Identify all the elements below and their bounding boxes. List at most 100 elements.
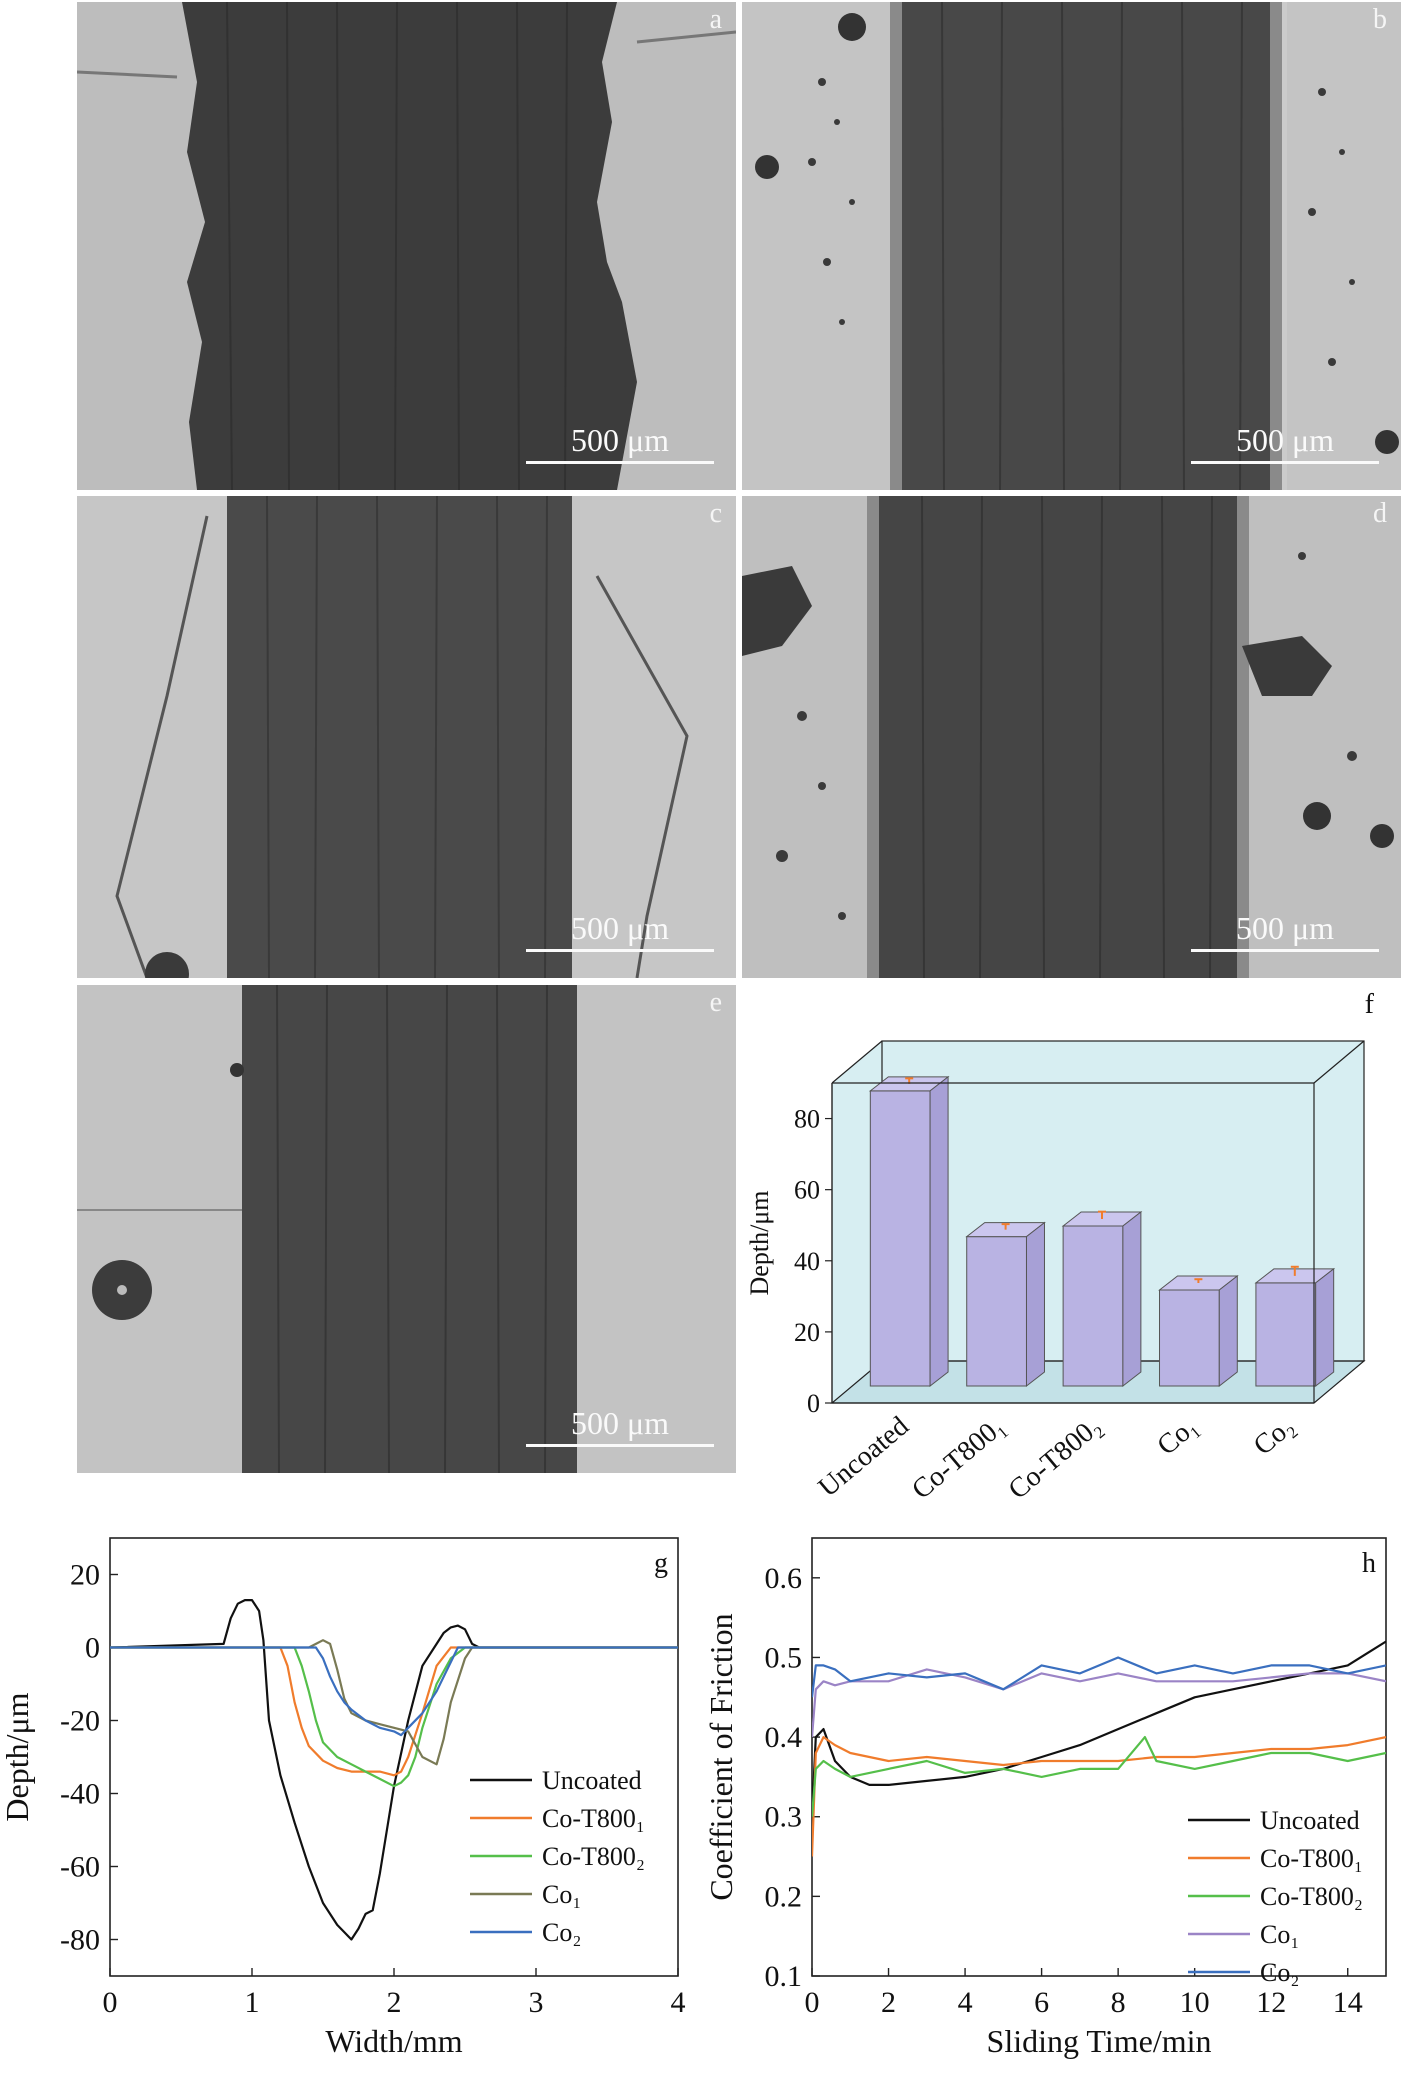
legend-label-3: Co₁ <box>1260 1920 1299 1949</box>
bar-0 <box>868 1075 950 1388</box>
scale-bar-line <box>1191 461 1379 464</box>
x-tick-label: 14 <box>1333 1986 1363 2019</box>
panel-letter: d <box>1373 498 1387 529</box>
x-axis-title: Width/mm <box>325 2023 462 2059</box>
y-tick-label: 0 <box>807 1389 820 1418</box>
bar-side <box>929 1075 949 1388</box>
bar-face <box>869 1090 931 1387</box>
legend-label-1: Co-T800₁ <box>1260 1844 1363 1873</box>
x-tick-label: 2 <box>881 1986 896 2019</box>
y-tick-label: 20 <box>794 1318 820 1347</box>
x-tick-label: 12 <box>1256 1986 1286 2019</box>
bar-side <box>1122 1210 1142 1388</box>
panel-letter: e <box>709 987 722 1018</box>
y-tick-label: 20 <box>70 1559 100 1592</box>
y-axis-title: Depth/μm <box>0 1692 35 1821</box>
bar-face <box>1159 1289 1220 1387</box>
y-tick-label: 0.6 <box>765 1562 803 1595</box>
y-tick-label: -20 <box>60 1705 100 1738</box>
panel-letter: b <box>1373 4 1387 35</box>
y-axis-title: Depth/μm <box>745 1191 774 1296</box>
y-tick-label: 0 <box>85 1632 100 1665</box>
legend-label-2: Co-T800₂ <box>1260 1882 1363 1911</box>
scale-bar-line <box>526 461 714 464</box>
micrograph-d: d 500 μm <box>742 496 1401 978</box>
scale-bar-label: 500 μm <box>1235 910 1335 946</box>
x-tick-label: 8 <box>1111 1986 1126 2019</box>
plot-frame <box>109 1537 679 1977</box>
y-axis-title: Coefficient of Friction <box>708 1613 739 1900</box>
y-tick-label: -80 <box>60 1924 100 1957</box>
y-tick-label: -60 <box>60 1851 100 1884</box>
bar-1 <box>965 1221 1046 1388</box>
depth-profile-chart: 0 1 2 3 4 20 0 -20 -40 -60 -80 Width/mm Depth/μm Unco… <box>0 1537 686 2059</box>
scale-bar-line <box>526 1444 714 1447</box>
x-tick-label: 1 <box>245 1986 260 2019</box>
x-tick-label: 4 <box>958 1986 973 2019</box>
series-line-3 <box>110 1639 678 1766</box>
bar-side <box>1315 1267 1335 1388</box>
bar-side <box>1218 1274 1238 1388</box>
micrograph-d-texture <box>742 496 1401 978</box>
x-tick-label: 10 <box>1180 1986 1210 2019</box>
x-axis-title: Sliding Time/min <box>987 2023 1212 2059</box>
legend-label-4: Co₂ <box>542 1918 581 1947</box>
micrograph-b-texture <box>742 2 1401 490</box>
panel-letter: f <box>1365 989 1375 1020</box>
bar-face <box>1255 1282 1317 1387</box>
plot-frame <box>811 1537 1387 1977</box>
bar-side <box>1025 1221 1045 1388</box>
bar-3 <box>1158 1274 1239 1388</box>
series-group <box>812 1640 1386 1857</box>
series-line-0 <box>110 1598 678 1941</box>
series-line-1 <box>812 1736 1386 1857</box>
scale-bar-line <box>526 949 714 952</box>
x-tick-label: Co₂ <box>1248 1411 1300 1462</box>
legend: Uncoated Co-T800₁ Co-T800₂ Co₁ Co₂ <box>1188 1806 1363 1987</box>
x-tick-label: Co₁ <box>1151 1411 1203 1462</box>
series-group <box>110 1598 678 1941</box>
y-tick-label: 60 <box>794 1176 820 1205</box>
scale-bar-label: 500 μm <box>1235 422 1335 458</box>
bar-2 <box>1061 1210 1143 1388</box>
x-tick-label: Uncoated <box>813 1411 915 1504</box>
x-tick-label: 2 <box>387 1986 402 2019</box>
series-line-3 <box>812 1668 1386 1738</box>
y-tick-label: 0.3 <box>765 1801 803 1834</box>
legend: Uncoated Co-T800₁ Co-T800₂ Co₁ Co₂ <box>470 1766 645 1947</box>
micrograph-c: c 500 μm <box>77 496 736 978</box>
scale-bar-label: 500 μm <box>570 422 670 458</box>
legend-label-3: Co₁ <box>542 1880 581 1909</box>
legend-label-0: Uncoated <box>1260 1806 1360 1835</box>
scale-bar-line <box>1191 949 1379 952</box>
y-tick-label: 0.5 <box>765 1641 803 1674</box>
series-line-2 <box>110 1646 678 1788</box>
scale-bar: 500 μm <box>526 910 714 952</box>
scale-bar: 500 μm <box>1191 422 1379 464</box>
scale-bar-label: 500 μm <box>570 1405 670 1441</box>
y-tick-label: 80 <box>794 1105 820 1134</box>
x-tick-label: 3 <box>529 1986 544 2019</box>
y-tick-label: 0.2 <box>765 1880 803 1913</box>
depth-bar-chart: 0 20 40 60 80 Depth/μm UncoatedCo-T800₁Co-T800… <box>745 989 1375 1506</box>
micrograph-b: b 500 μm <box>742 2 1401 490</box>
micrograph-e: e 500 μm <box>77 985 736 1473</box>
legend-label-2: Co-T800₂ <box>542 1842 645 1871</box>
legend-label-0: Uncoated <box>542 1766 642 1795</box>
x-tick-label: 4 <box>671 1986 686 2019</box>
micrograph-a-texture <box>77 2 736 490</box>
micrograph-a: a 500 μm <box>77 2 736 490</box>
y-tick-label: -40 <box>60 1778 100 1811</box>
friction-chart: 0 2 4 6 8 10 12 14 0.1 0.2 0.3 0.4 0.5 0.6 Sliding Tim… <box>708 1537 1387 2059</box>
scale-bar: 500 μm <box>526 1405 714 1447</box>
y-tick-label: 40 <box>794 1247 820 1276</box>
series-line-4 <box>812 1656 1386 1698</box>
legend-label-4: Co₂ <box>1260 1958 1299 1987</box>
panel-letter: h <box>1362 1548 1376 1579</box>
x-tick-label: 0 <box>805 1986 820 2019</box>
y-tick-label: 0.1 <box>765 1960 803 1993</box>
scale-bar: 500 μm <box>1191 910 1379 952</box>
panel-letter: c <box>709 498 722 529</box>
micrograph-e-texture <box>77 985 736 1473</box>
series-line-4 <box>110 1646 678 1737</box>
